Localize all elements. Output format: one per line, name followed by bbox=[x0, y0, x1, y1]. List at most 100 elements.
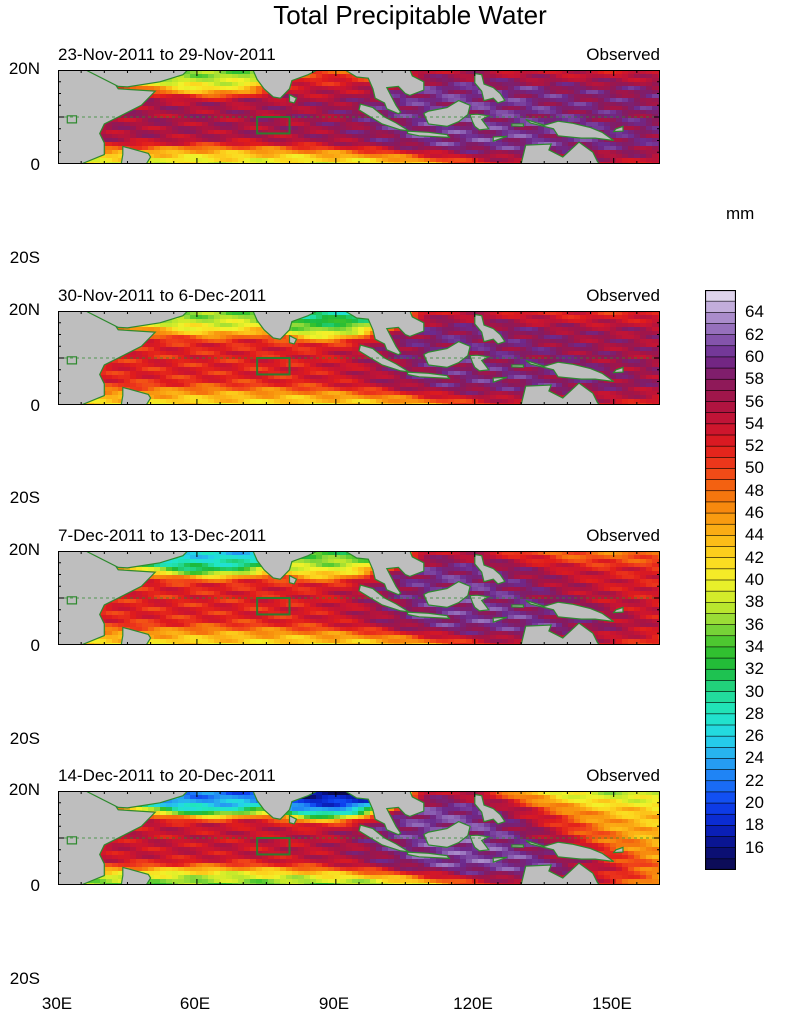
colorbar bbox=[705, 290, 736, 870]
land-polygon bbox=[474, 313, 506, 345]
land-polygon bbox=[85, 791, 189, 809]
land-polygon bbox=[343, 551, 425, 596]
colorbar-segment bbox=[705, 613, 736, 626]
land-polygon bbox=[520, 382, 601, 405]
land-polygon bbox=[234, 70, 318, 99]
land-polygon bbox=[358, 103, 410, 132]
colorbar-segment bbox=[705, 479, 736, 492]
land-polygon bbox=[474, 553, 506, 585]
colorbar-segment bbox=[705, 412, 736, 425]
panel-2-status: Observed bbox=[586, 286, 660, 305]
colorbar-tick-label: 36 bbox=[745, 614, 764, 634]
colorbar-segment bbox=[705, 390, 736, 403]
panel-2-ytick-0: 0 bbox=[30, 396, 40, 415]
colorbar-segment bbox=[705, 836, 736, 849]
land-polygon bbox=[492, 856, 508, 864]
colorbar-segment bbox=[705, 501, 736, 514]
land-polygon bbox=[525, 118, 615, 142]
land-polygon bbox=[511, 844, 524, 848]
panel-3-map bbox=[58, 551, 660, 645]
colorbar-segment bbox=[705, 312, 736, 325]
land-polygon bbox=[492, 135, 508, 143]
land-polygon bbox=[492, 616, 508, 624]
colorbar-tick-label: 32 bbox=[745, 659, 764, 679]
land-polygon bbox=[474, 793, 506, 825]
colorbar-tick-label: 58 bbox=[745, 369, 764, 389]
xtick-60E: 60E bbox=[179, 994, 211, 1013]
colorbar-segment bbox=[705, 445, 736, 458]
colorbar-tick-label: 60 bbox=[745, 346, 764, 366]
land-polygon bbox=[358, 344, 410, 373]
colorbar-tick-label: 56 bbox=[745, 391, 764, 411]
colorbar-tick-label: 48 bbox=[745, 480, 764, 500]
panel-4-ytick-0: 0 bbox=[30, 876, 40, 895]
panel-2-svg bbox=[58, 311, 660, 405]
panel-1-ytick-20S: 20S bbox=[9, 248, 40, 267]
panel-4-map bbox=[58, 791, 660, 885]
land-polygon bbox=[234, 311, 318, 340]
land-polygon bbox=[520, 622, 601, 645]
panel-3-ytick-20S: 20S bbox=[9, 729, 40, 748]
land-polygon bbox=[85, 311, 189, 329]
colorbar-segment bbox=[705, 691, 736, 704]
colorbar-segment bbox=[705, 724, 736, 737]
colorbar-tick-label: 42 bbox=[745, 547, 764, 567]
colorbar-units: mm bbox=[726, 204, 755, 223]
colorbar-segment bbox=[705, 378, 736, 391]
land-polygon bbox=[343, 311, 425, 356]
land-polygon bbox=[492, 376, 508, 384]
land-polygon bbox=[525, 599, 615, 623]
colorbar-tick-label: 16 bbox=[745, 837, 764, 857]
colorbar-tick-label: 62 bbox=[745, 324, 764, 344]
colorbar-segment bbox=[705, 468, 736, 481]
land-polygon bbox=[525, 839, 615, 863]
land-polygon bbox=[511, 604, 524, 608]
panel-3-svg bbox=[58, 551, 660, 645]
colorbar-tick-label: 50 bbox=[745, 458, 764, 478]
land-polygon bbox=[407, 371, 451, 380]
figure-title: Total Precipitable Water bbox=[273, 0, 547, 30]
analysis-box bbox=[256, 116, 291, 135]
colorbar-segment bbox=[705, 523, 736, 536]
colorbar-segment bbox=[705, 557, 736, 570]
colorbar-tick-label: 22 bbox=[745, 770, 764, 790]
land-polygon bbox=[469, 594, 491, 612]
land-polygon bbox=[520, 141, 601, 164]
land-polygon bbox=[612, 606, 624, 614]
panel-3-ytick-0: 0 bbox=[30, 636, 40, 655]
land-polygon bbox=[520, 862, 601, 885]
land-polygon bbox=[66, 356, 78, 365]
colorbar-segment bbox=[705, 635, 736, 648]
colorbar-segment bbox=[705, 334, 736, 347]
colorbar-segment bbox=[705, 356, 736, 369]
colorbar-tick-label: 52 bbox=[745, 436, 764, 456]
colorbar-segment bbox=[705, 735, 736, 748]
panel-4-ytick-20S: 20S bbox=[9, 969, 40, 988]
land-polygon bbox=[612, 366, 624, 374]
panel-3-status: Observed bbox=[586, 526, 660, 545]
colorbar-segment bbox=[705, 713, 736, 726]
colorbar-tick-label: 38 bbox=[745, 592, 764, 612]
land-polygon bbox=[66, 836, 78, 845]
colorbar-segment bbox=[705, 290, 736, 302]
panel-1-map bbox=[58, 70, 660, 164]
land-polygon bbox=[525, 359, 615, 383]
land-polygon bbox=[423, 99, 471, 128]
colorbar-segment bbox=[705, 490, 736, 503]
colorbar-segment bbox=[705, 858, 736, 870]
land-polygon bbox=[407, 851, 451, 860]
colorbar-tick-label: 54 bbox=[745, 413, 764, 433]
analysis-box bbox=[256, 357, 291, 376]
panel-3-ytick-20N: 20N bbox=[8, 540, 40, 559]
land-polygon bbox=[423, 580, 471, 609]
colorbar-segment bbox=[705, 457, 736, 470]
land-polygon bbox=[358, 824, 410, 853]
land-polygon bbox=[288, 814, 298, 825]
land-polygon bbox=[234, 791, 318, 820]
panel-1-svg bbox=[58, 70, 660, 164]
analysis-box bbox=[256, 837, 291, 856]
analysis-box bbox=[256, 597, 291, 616]
colorbar-segment bbox=[705, 423, 736, 436]
colorbar-segment bbox=[705, 367, 736, 380]
land-polygon bbox=[120, 145, 152, 164]
